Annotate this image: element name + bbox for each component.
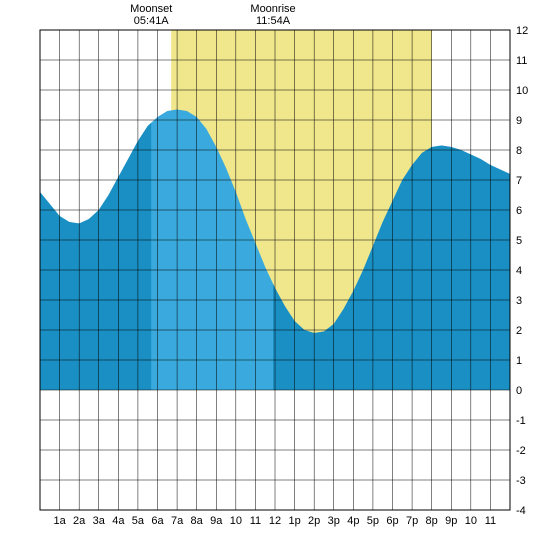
x-tick-label: 10: [465, 515, 477, 527]
event-label: Moonrise: [250, 3, 295, 15]
y-tick-label: 1: [516, 355, 522, 367]
x-tick-label: 4a: [112, 515, 125, 527]
chart-svg: -4-3-2-101234567891011121a2a3a4a5a6a7a8a…: [0, 0, 550, 550]
y-tick-label: 0: [516, 385, 522, 397]
y-tick-label: 7: [516, 175, 522, 187]
x-tick-label: 10: [230, 515, 242, 527]
y-tick-label: 11: [516, 55, 527, 67]
y-tick-label: -1: [516, 415, 526, 427]
y-tick-label: -2: [516, 445, 526, 457]
x-tick-label: 6a: [151, 515, 164, 527]
x-tick-label: 9p: [445, 515, 457, 527]
x-tick-label: 2a: [73, 515, 86, 527]
y-tick-label: 5: [516, 235, 522, 247]
x-tick-label: 8p: [426, 515, 438, 527]
x-tick-label: 6p: [386, 515, 398, 527]
y-tick-label: -3: [516, 475, 526, 487]
tide-chart: -4-3-2-101234567891011121a2a3a4a5a6a7a8a…: [0, 0, 550, 550]
x-tick-label: 12: [269, 515, 281, 527]
y-tick-label: 4: [516, 265, 522, 277]
x-tick-label: 5p: [367, 515, 379, 527]
y-tick-label: 10: [516, 85, 528, 97]
x-tick-label: 3a: [93, 515, 106, 527]
x-tick-label: 3p: [328, 515, 340, 527]
event-time: 11:54A: [256, 15, 291, 27]
x-tick-label: 5a: [132, 515, 145, 527]
y-tick-label: 6: [516, 205, 522, 217]
x-tick-label: 11: [250, 515, 261, 527]
x-tick-label: 8a: [191, 515, 204, 527]
x-tick-label: 11: [485, 515, 496, 527]
y-tick-label: 9: [516, 115, 522, 127]
y-tick-label: 8: [516, 145, 522, 157]
x-tick-label: 7p: [406, 515, 418, 527]
x-tick-label: 7a: [171, 515, 184, 527]
x-tick-label: 9a: [210, 515, 223, 527]
y-tick-label: 12: [516, 25, 528, 37]
x-tick-label: 2p: [308, 515, 320, 527]
y-tick-label: 2: [516, 325, 522, 337]
y-tick-label: -4: [516, 505, 526, 517]
x-tick-label: 1a: [53, 515, 66, 527]
event-time: 05:41A: [134, 15, 170, 27]
x-tick-label: 4p: [347, 515, 359, 527]
y-tick-label: 3: [516, 295, 522, 307]
event-label: Moonset: [130, 3, 172, 15]
x-tick-label: 1p: [288, 515, 300, 527]
